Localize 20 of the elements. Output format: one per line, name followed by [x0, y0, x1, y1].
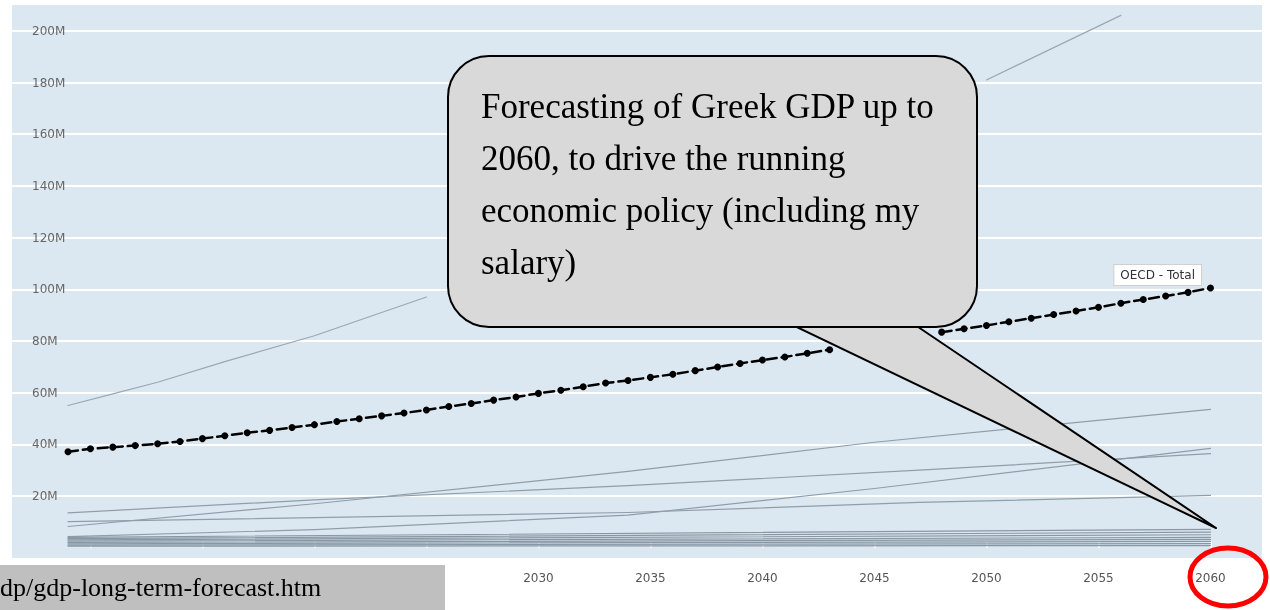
annotation: Forecasting of Greek GDP up to 2060, to drive the running economic policy (including my salary) [447, 55, 978, 328]
x-tick-label: 2060 [1195, 571, 1226, 585]
y-tick-label: 40M [32, 437, 58, 452]
x-tick-label: 2035 [635, 571, 666, 585]
x-tick-label: 2040 [747, 571, 778, 585]
x-tick-label: 2045 [859, 571, 890, 585]
y-tick-label: 160M [32, 127, 66, 142]
y-tick-label: 60M [32, 385, 58, 400]
y-tick-label: 180M [32, 75, 66, 90]
x-tick-label: 2055 [1083, 571, 1114, 585]
y-tick-label: 80M [32, 333, 58, 348]
series-label: OECD - Total [1120, 267, 1195, 282]
text: dp/gdp-long-term-forecast.htm [0, 565, 445, 610]
y-tick-label: 140M [32, 178, 66, 193]
x-tick-label: 2030 [523, 571, 554, 585]
x-tick-label: 2050 [971, 571, 1002, 585]
y-tick-label: 200M [32, 23, 66, 38]
y-tick-label: 120M [32, 230, 66, 245]
y-tick-label: 20M [32, 488, 58, 503]
y-tick-label: 100M [32, 282, 66, 297]
